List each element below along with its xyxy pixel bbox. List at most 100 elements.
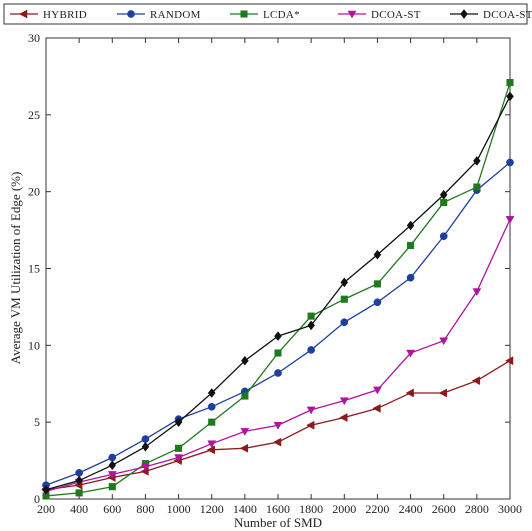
data-point bbox=[506, 158, 514, 167]
legend-item: HYBRID bbox=[10, 9, 87, 21]
data-point bbox=[274, 369, 282, 377]
data-point bbox=[406, 220, 415, 231]
legend-item: RANDOM bbox=[117, 9, 201, 21]
y-tick-label: 25 bbox=[28, 108, 40, 122]
legend-label: HYBRID bbox=[43, 9, 87, 21]
data-point bbox=[373, 280, 381, 288]
x-tick-label: 200 bbox=[37, 502, 55, 516]
data-point bbox=[240, 428, 250, 436]
data-point bbox=[107, 471, 117, 479]
x-axis-title: Number of SMD bbox=[234, 515, 322, 530]
data-point bbox=[75, 489, 83, 497]
data-point bbox=[438, 388, 447, 398]
x-tick-label: 400 bbox=[70, 502, 88, 516]
legend-item: DCOA-ST bbox=[338, 9, 421, 21]
x-tick-label: 600 bbox=[103, 502, 121, 516]
legend-marker bbox=[127, 10, 135, 18]
data-point bbox=[307, 320, 315, 331]
data-point bbox=[372, 403, 381, 413]
y-tick-label: 10 bbox=[28, 338, 40, 352]
x-tick-label: 800 bbox=[136, 502, 154, 516]
legend-marker bbox=[347, 10, 357, 19]
data-point bbox=[306, 420, 315, 430]
data-point bbox=[141, 435, 150, 443]
series-line bbox=[45, 161, 511, 486]
data-point bbox=[471, 376, 481, 386]
data-point bbox=[174, 454, 184, 463]
data-point bbox=[473, 156, 481, 166]
legend-marker bbox=[460, 9, 468, 19]
x-tick-label: 2600 bbox=[432, 502, 456, 516]
data-point bbox=[274, 331, 282, 342]
data-point bbox=[207, 402, 216, 411]
legend-label: RANDOM bbox=[150, 9, 201, 21]
series-line bbox=[45, 82, 511, 497]
data-point bbox=[207, 388, 216, 398]
data-point bbox=[206, 445, 215, 455]
data-point bbox=[339, 413, 348, 422]
data-point bbox=[273, 421, 283, 430]
legend-box bbox=[3, 3, 528, 25]
legend-marker bbox=[18, 9, 28, 19]
x-tick-label: 3000 bbox=[498, 502, 522, 516]
data-point bbox=[506, 79, 514, 87]
legend-label: DCOA-STQoE bbox=[483, 9, 532, 21]
data-point bbox=[406, 349, 416, 358]
data-point bbox=[174, 417, 183, 428]
data-point bbox=[405, 388, 414, 398]
legend-marker bbox=[240, 10, 248, 18]
data-point bbox=[407, 241, 415, 249]
series-layer bbox=[40, 79, 515, 500]
data-point bbox=[439, 232, 448, 241]
data-point bbox=[373, 249, 382, 260]
data-point bbox=[42, 484, 50, 495]
data-point bbox=[140, 463, 150, 472]
x-tick-label: 2400 bbox=[399, 502, 423, 516]
data-point bbox=[208, 418, 216, 426]
y-tick-label: 30 bbox=[28, 31, 40, 45]
data-point bbox=[406, 273, 415, 282]
data-point bbox=[141, 441, 150, 452]
data-point bbox=[439, 189, 448, 200]
data-point bbox=[108, 483, 116, 491]
data-point bbox=[75, 469, 83, 477]
x-tick-label: 1000 bbox=[167, 502, 191, 516]
data-point bbox=[339, 397, 349, 406]
data-point bbox=[473, 183, 481, 191]
plot-frame bbox=[45, 37, 511, 500]
x-tick-label: 1400 bbox=[233, 502, 257, 516]
series-dcoa-stqoe bbox=[42, 91, 514, 495]
y-tick-label: 20 bbox=[28, 185, 40, 199]
x-tick-label: 1600 bbox=[266, 502, 290, 516]
legend-item: DCOA-STQoE bbox=[450, 9, 532, 21]
legend: HYBRID RANDOM LCDA* DCOA-ST DCOA-STQoE bbox=[3, 3, 532, 25]
data-point bbox=[472, 288, 482, 297]
legend-label: LCDA* bbox=[263, 9, 300, 21]
series-dcoa-st bbox=[41, 216, 515, 496]
data-point bbox=[440, 198, 448, 206]
data-point bbox=[175, 444, 183, 452]
data-point bbox=[340, 277, 349, 288]
series-random bbox=[42, 158, 514, 490]
data-point bbox=[272, 437, 282, 447]
x-tick-label: 1800 bbox=[299, 502, 323, 516]
legend-item: LCDA* bbox=[230, 9, 300, 21]
axis-ticks: 200 400 600 800 1000 1200 1400 1600 1800 2000 2200… bbox=[28, 31, 522, 516]
data-point bbox=[207, 440, 217, 449]
data-point bbox=[373, 298, 382, 307]
data-point bbox=[504, 356, 514, 366]
y-tick-label: 0 bbox=[34, 492, 40, 506]
data-point bbox=[241, 355, 249, 366]
x-tick-label: 2200 bbox=[365, 502, 389, 516]
legend-label: DCOA-ST bbox=[371, 9, 421, 21]
x-tick-label: 2800 bbox=[465, 502, 489, 516]
y-axis-title: Average VM Utilization of Edge (%) bbox=[8, 172, 23, 365]
data-point bbox=[75, 475, 83, 486]
data-point bbox=[307, 346, 315, 354]
data-point bbox=[506, 91, 514, 102]
y-tick-label: 15 bbox=[28, 262, 40, 276]
data-point bbox=[340, 318, 349, 327]
data-point bbox=[439, 337, 449, 346]
data-point bbox=[505, 216, 515, 224]
